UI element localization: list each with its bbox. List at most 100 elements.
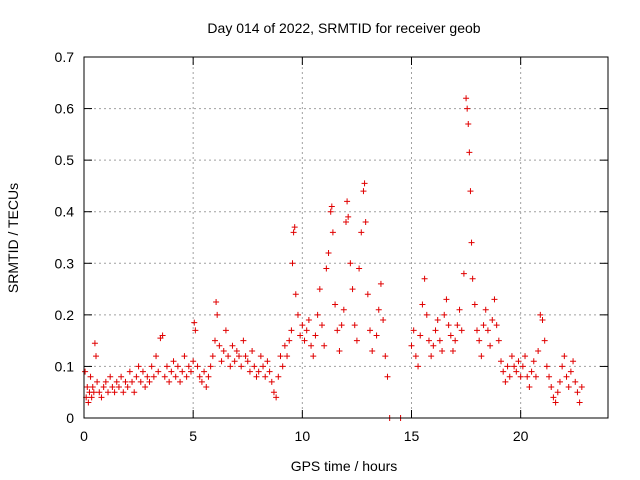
data-point [356, 265, 363, 272]
data-point [421, 275, 428, 282]
data-point [286, 337, 293, 344]
data-point [565, 384, 572, 391]
data-point [336, 347, 343, 354]
data-point [231, 358, 238, 365]
data-point [489, 317, 496, 324]
y-tick-label: 0.2 [55, 307, 75, 323]
data-point [153, 353, 160, 360]
data-point [563, 373, 570, 380]
data-points [82, 95, 585, 421]
data-point [185, 363, 192, 370]
data-point [168, 368, 175, 375]
data-point [260, 363, 267, 370]
data-point [268, 378, 275, 385]
data-point [369, 347, 376, 354]
data-point [220, 347, 227, 354]
data-point [524, 373, 531, 380]
data-point [190, 358, 197, 365]
data-point [428, 353, 435, 360]
data-point [491, 296, 498, 303]
data-point [468, 239, 475, 246]
data-point [115, 384, 122, 391]
data-point [332, 301, 339, 308]
data-point [329, 229, 336, 236]
data-point [257, 353, 264, 360]
data-point [367, 327, 374, 334]
data-point [91, 340, 98, 347]
data-point [194, 363, 201, 370]
data-point [96, 389, 103, 396]
data-point [105, 389, 112, 396]
data-point [301, 337, 308, 344]
data-point [430, 342, 437, 349]
data-point [323, 265, 330, 272]
data-point [148, 363, 155, 370]
y-tick-label: 0.7 [55, 49, 75, 65]
data-point [277, 353, 284, 360]
data-point [532, 373, 539, 380]
data-point [139, 368, 146, 375]
data-point [513, 368, 520, 375]
x-tick-label: 5 [189, 428, 197, 444]
data-point [98, 394, 105, 401]
data-point [214, 311, 221, 318]
data-point [255, 368, 262, 375]
data-point [308, 342, 315, 349]
data-point [88, 394, 95, 401]
x-tick-label: 15 [404, 428, 420, 444]
data-point [344, 198, 351, 205]
y-tick-label: 0.3 [55, 255, 75, 271]
data-point [201, 368, 208, 375]
data-point [373, 332, 380, 339]
plot-frame [83, 56, 609, 419]
data-point [163, 363, 170, 370]
data-point [198, 378, 205, 385]
data-point [122, 378, 129, 385]
data-point [310, 353, 317, 360]
data-point [89, 384, 96, 391]
data-point [464, 105, 471, 112]
data-point [137, 378, 144, 385]
data-point [170, 358, 177, 365]
data-point [166, 378, 173, 385]
data-point [124, 384, 131, 391]
data-point [417, 332, 424, 339]
data-point [229, 342, 236, 349]
data-point [84, 384, 91, 391]
y-tick-label: 0.5 [55, 152, 75, 168]
x-tick-label: 0 [80, 428, 88, 444]
data-point [382, 353, 389, 360]
data-point [187, 368, 194, 375]
data-point [548, 384, 555, 391]
data-point [528, 368, 535, 375]
data-point [192, 327, 199, 334]
data-point [434, 317, 441, 324]
x-tick-label: 20 [513, 428, 529, 444]
data-point [550, 394, 557, 401]
data-point [312, 332, 319, 339]
data-point [572, 378, 579, 385]
data-point [552, 399, 559, 406]
data-point [546, 373, 553, 380]
data-point [334, 327, 341, 334]
data-point [328, 203, 335, 210]
data-point [574, 389, 581, 396]
data-point [242, 353, 249, 360]
data-point [517, 373, 524, 380]
data-point [161, 373, 168, 380]
data-point [458, 327, 465, 334]
data-point [445, 322, 452, 329]
data-point [380, 317, 387, 324]
data-point [87, 373, 94, 380]
data-point [155, 368, 162, 375]
data-point [570, 358, 577, 365]
data-point [439, 347, 446, 354]
data-point [144, 373, 151, 380]
data-point [150, 373, 157, 380]
data-point [415, 363, 422, 370]
data-point [279, 363, 286, 370]
data-point [539, 317, 546, 324]
data-point [358, 229, 365, 236]
data-point [281, 342, 288, 349]
